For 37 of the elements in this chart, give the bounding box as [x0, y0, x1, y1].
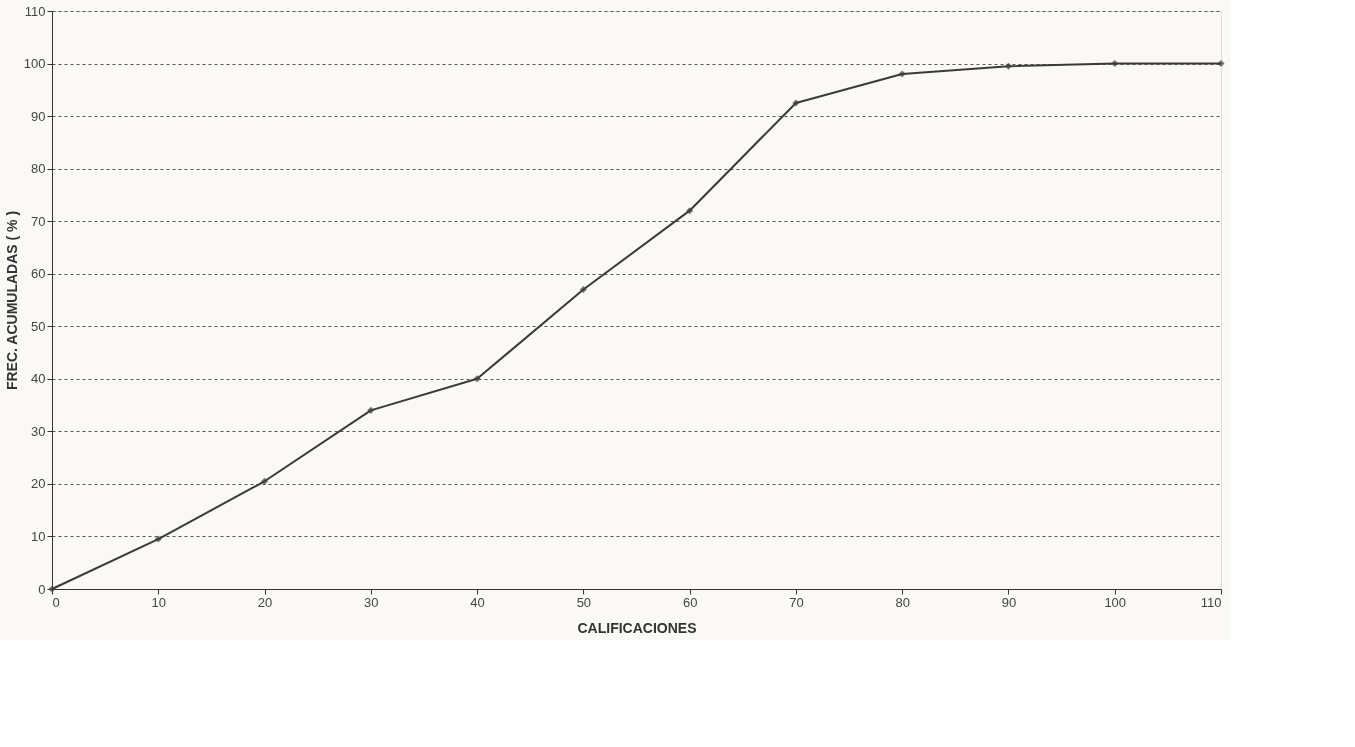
point [686, 207, 694, 215]
x-tick-label: 20 [257, 594, 273, 610]
x-tick-label: 30 [364, 594, 379, 610]
y-tick-label: 80 [31, 161, 46, 177]
x-tick-label: 100 [1104, 594, 1127, 610]
y-tick-label: 40 [31, 371, 46, 387]
y-tick-label: 110 [24, 3, 46, 19]
x-tick-label: 50 [576, 594, 592, 610]
point [579, 285, 587, 294]
y-tick-label: 90 [31, 108, 46, 124]
y-axis-title: FREC. ACUMULADAS ( % ) [3, 210, 20, 391]
point [1004, 62, 1012, 70]
x-tick-label: 80 [895, 594, 910, 610]
point [367, 406, 375, 414]
y-tick-label: 60 [31, 266, 46, 282]
y-tick-label: 100 [23, 56, 46, 72]
y-tick-label: 10 [31, 528, 46, 544]
x-tick-label: 60 [682, 594, 698, 610]
x-tick-label: 70 [789, 594, 804, 610]
y-tick-label: 70 [31, 213, 46, 229]
point [261, 477, 269, 485]
point [792, 99, 800, 107]
x-tick-label: 0 [52, 594, 60, 610]
point [154, 535, 162, 543]
x-axis-title: CALIFICACIONES [577, 619, 697, 636]
point [1217, 60, 1225, 68]
point [473, 375, 481, 383]
y-tick-label: 30 [31, 423, 46, 439]
y-tick-label: 0 [38, 581, 46, 597]
x-tick-label: 40 [470, 594, 485, 610]
x-tick-label: 110 [1200, 594, 1222, 610]
x-tick-label: 90 [1001, 594, 1017, 610]
y-tick-label: 20 [31, 476, 46, 492]
point [1111, 60, 1119, 68]
x-tick-label: 10 [151, 594, 167, 610]
point [898, 70, 906, 78]
y-tick-label: 50 [31, 318, 46, 334]
